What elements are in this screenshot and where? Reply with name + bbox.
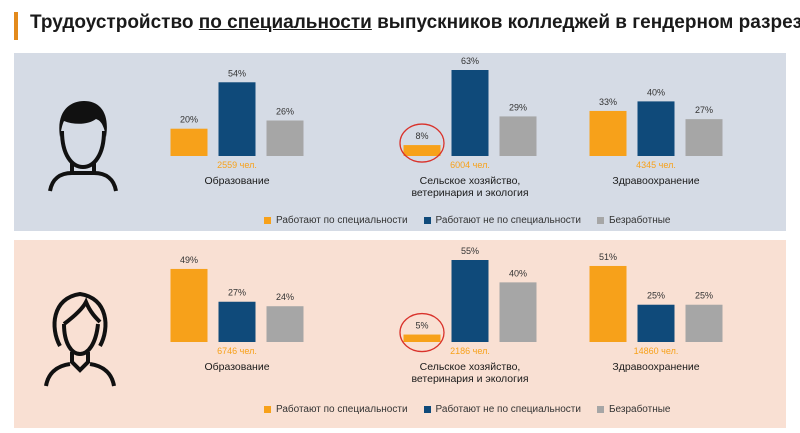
legend-swatch <box>264 217 271 224</box>
highlight-circle <box>399 312 445 353</box>
bar-value-label: 55% <box>461 246 479 256</box>
bar-value-label: 24% <box>276 292 294 302</box>
category-label: Здравоохранение <box>612 175 699 187</box>
title-part-3: выпускников колледжей в гендерном разрез… <box>377 12 800 33</box>
bar-value-label: 40% <box>509 268 527 278</box>
category-label: Образование <box>204 175 269 187</box>
legend-item-unemployed: Безработные <box>596 404 671 415</box>
female-legend: Работают по специальности Работают не по… <box>264 404 671 415</box>
legend-item-by-specialty: Работают по специальности <box>264 215 408 226</box>
bar-value-label: 27% <box>228 288 246 298</box>
bar-not-by-specialty <box>637 304 675 342</box>
title-accent-bar <box>14 12 18 40</box>
male-panel: 20% 54% 26% 2559 чел. Образование 8% 63% 29% 600… <box>14 53 786 231</box>
bar-value-label: 63% <box>461 56 479 66</box>
bar-value-label: 27% <box>695 105 713 115</box>
bar-unemployed <box>685 119 723 156</box>
bar-value-label: 51% <box>599 252 617 262</box>
category-label: ветеринария и экология <box>411 187 528 199</box>
bar-not-by-specialty <box>451 70 489 156</box>
bar-unemployed <box>266 306 304 342</box>
count-label: 6746 чел. <box>217 346 257 356</box>
title-part-2: по специальности <box>198 12 372 33</box>
bar-value-label: 20% <box>180 115 198 125</box>
category-label: ветеринария и экология <box>411 373 528 385</box>
bar-not-by-specialty <box>218 82 256 156</box>
male-legend: Работают по специальности Работают не по… <box>264 215 671 226</box>
legend-label: Работают по специальности <box>276 404 408 415</box>
legend-label: Работают не по специальности <box>435 404 581 415</box>
highlight-circle <box>399 123 445 163</box>
legend-swatch <box>423 217 431 224</box>
legend-label: Работают по специальности <box>276 215 408 226</box>
bar-by-specialty <box>589 110 627 156</box>
bar-value-label: 29% <box>509 102 527 112</box>
legend-label: Работают не по специальности <box>435 215 581 226</box>
bar-value-label: 5% <box>415 321 428 331</box>
bar-unemployed <box>266 120 304 156</box>
bar-by-specialty <box>589 265 627 342</box>
bar-value-label: 25% <box>647 291 665 301</box>
category-label: Здравоохранение <box>612 361 699 373</box>
count-label: 14860 чел. <box>634 346 679 356</box>
category-label: Образование <box>204 361 269 373</box>
category-label: Сельское хозяйство, <box>420 175 521 187</box>
legend-item-not-by-specialty: Работают не по специальности <box>423 215 581 226</box>
count-label: 6004 чел. <box>450 160 490 170</box>
count-label: 4345 чел. <box>636 160 676 170</box>
bar-unemployed <box>499 282 537 342</box>
female-chart: 49% 27% 24% 6746 чел. Образование 5% 55% 40% 218… <box>170 246 723 385</box>
bar-by-specialty <box>403 145 441 156</box>
title-part-1: Трудоустройство <box>30 12 194 33</box>
bar-not-by-specialty <box>218 301 256 342</box>
legend-item-unemployed: Безработные <box>596 215 671 226</box>
legend-label: Безработные <box>608 215 671 226</box>
count-label: 2559 чел. <box>217 160 257 170</box>
bar-by-specialty <box>403 334 441 342</box>
bar-by-specialty <box>170 128 208 156</box>
bar-value-label: 33% <box>599 97 617 107</box>
legend-item-by-specialty: Работают по специальности <box>264 404 408 415</box>
bar-value-label: 49% <box>180 255 198 265</box>
legend-swatch <box>423 406 431 413</box>
bar-value-label: 8% <box>415 131 428 141</box>
bar-unemployed <box>685 304 723 342</box>
page-title: Трудоустройство по специальности выпускн… <box>30 12 800 34</box>
bar-not-by-specialty <box>451 260 489 342</box>
legend-swatch <box>596 217 604 224</box>
legend-item-not-by-specialty: Работают не по специальности <box>423 404 581 415</box>
category-label: Сельское хозяйство, <box>420 361 521 373</box>
bar-not-by-specialty <box>637 101 675 156</box>
legend-swatch <box>264 406 271 413</box>
bar-value-label: 54% <box>228 68 246 78</box>
bar-value-label: 25% <box>695 291 713 301</box>
bar-unemployed <box>499 116 537 156</box>
male-chart: 20% 54% 26% 2559 чел. Образование 8% 63% 29% 600… <box>170 56 723 199</box>
legend-label: Безработные <box>608 404 671 415</box>
count-label: 2186 чел. <box>450 346 490 356</box>
bar-value-label: 40% <box>647 87 665 97</box>
bar-value-label: 26% <box>276 107 294 117</box>
female-avatar-icon <box>44 291 116 387</box>
bar-by-specialty <box>170 268 208 342</box>
female-panel: 49% 27% 24% 6746 чел. Образование 5% 55% 40% 218… <box>14 240 786 428</box>
male-avatar-icon <box>48 101 118 192</box>
legend-swatch <box>596 406 604 413</box>
